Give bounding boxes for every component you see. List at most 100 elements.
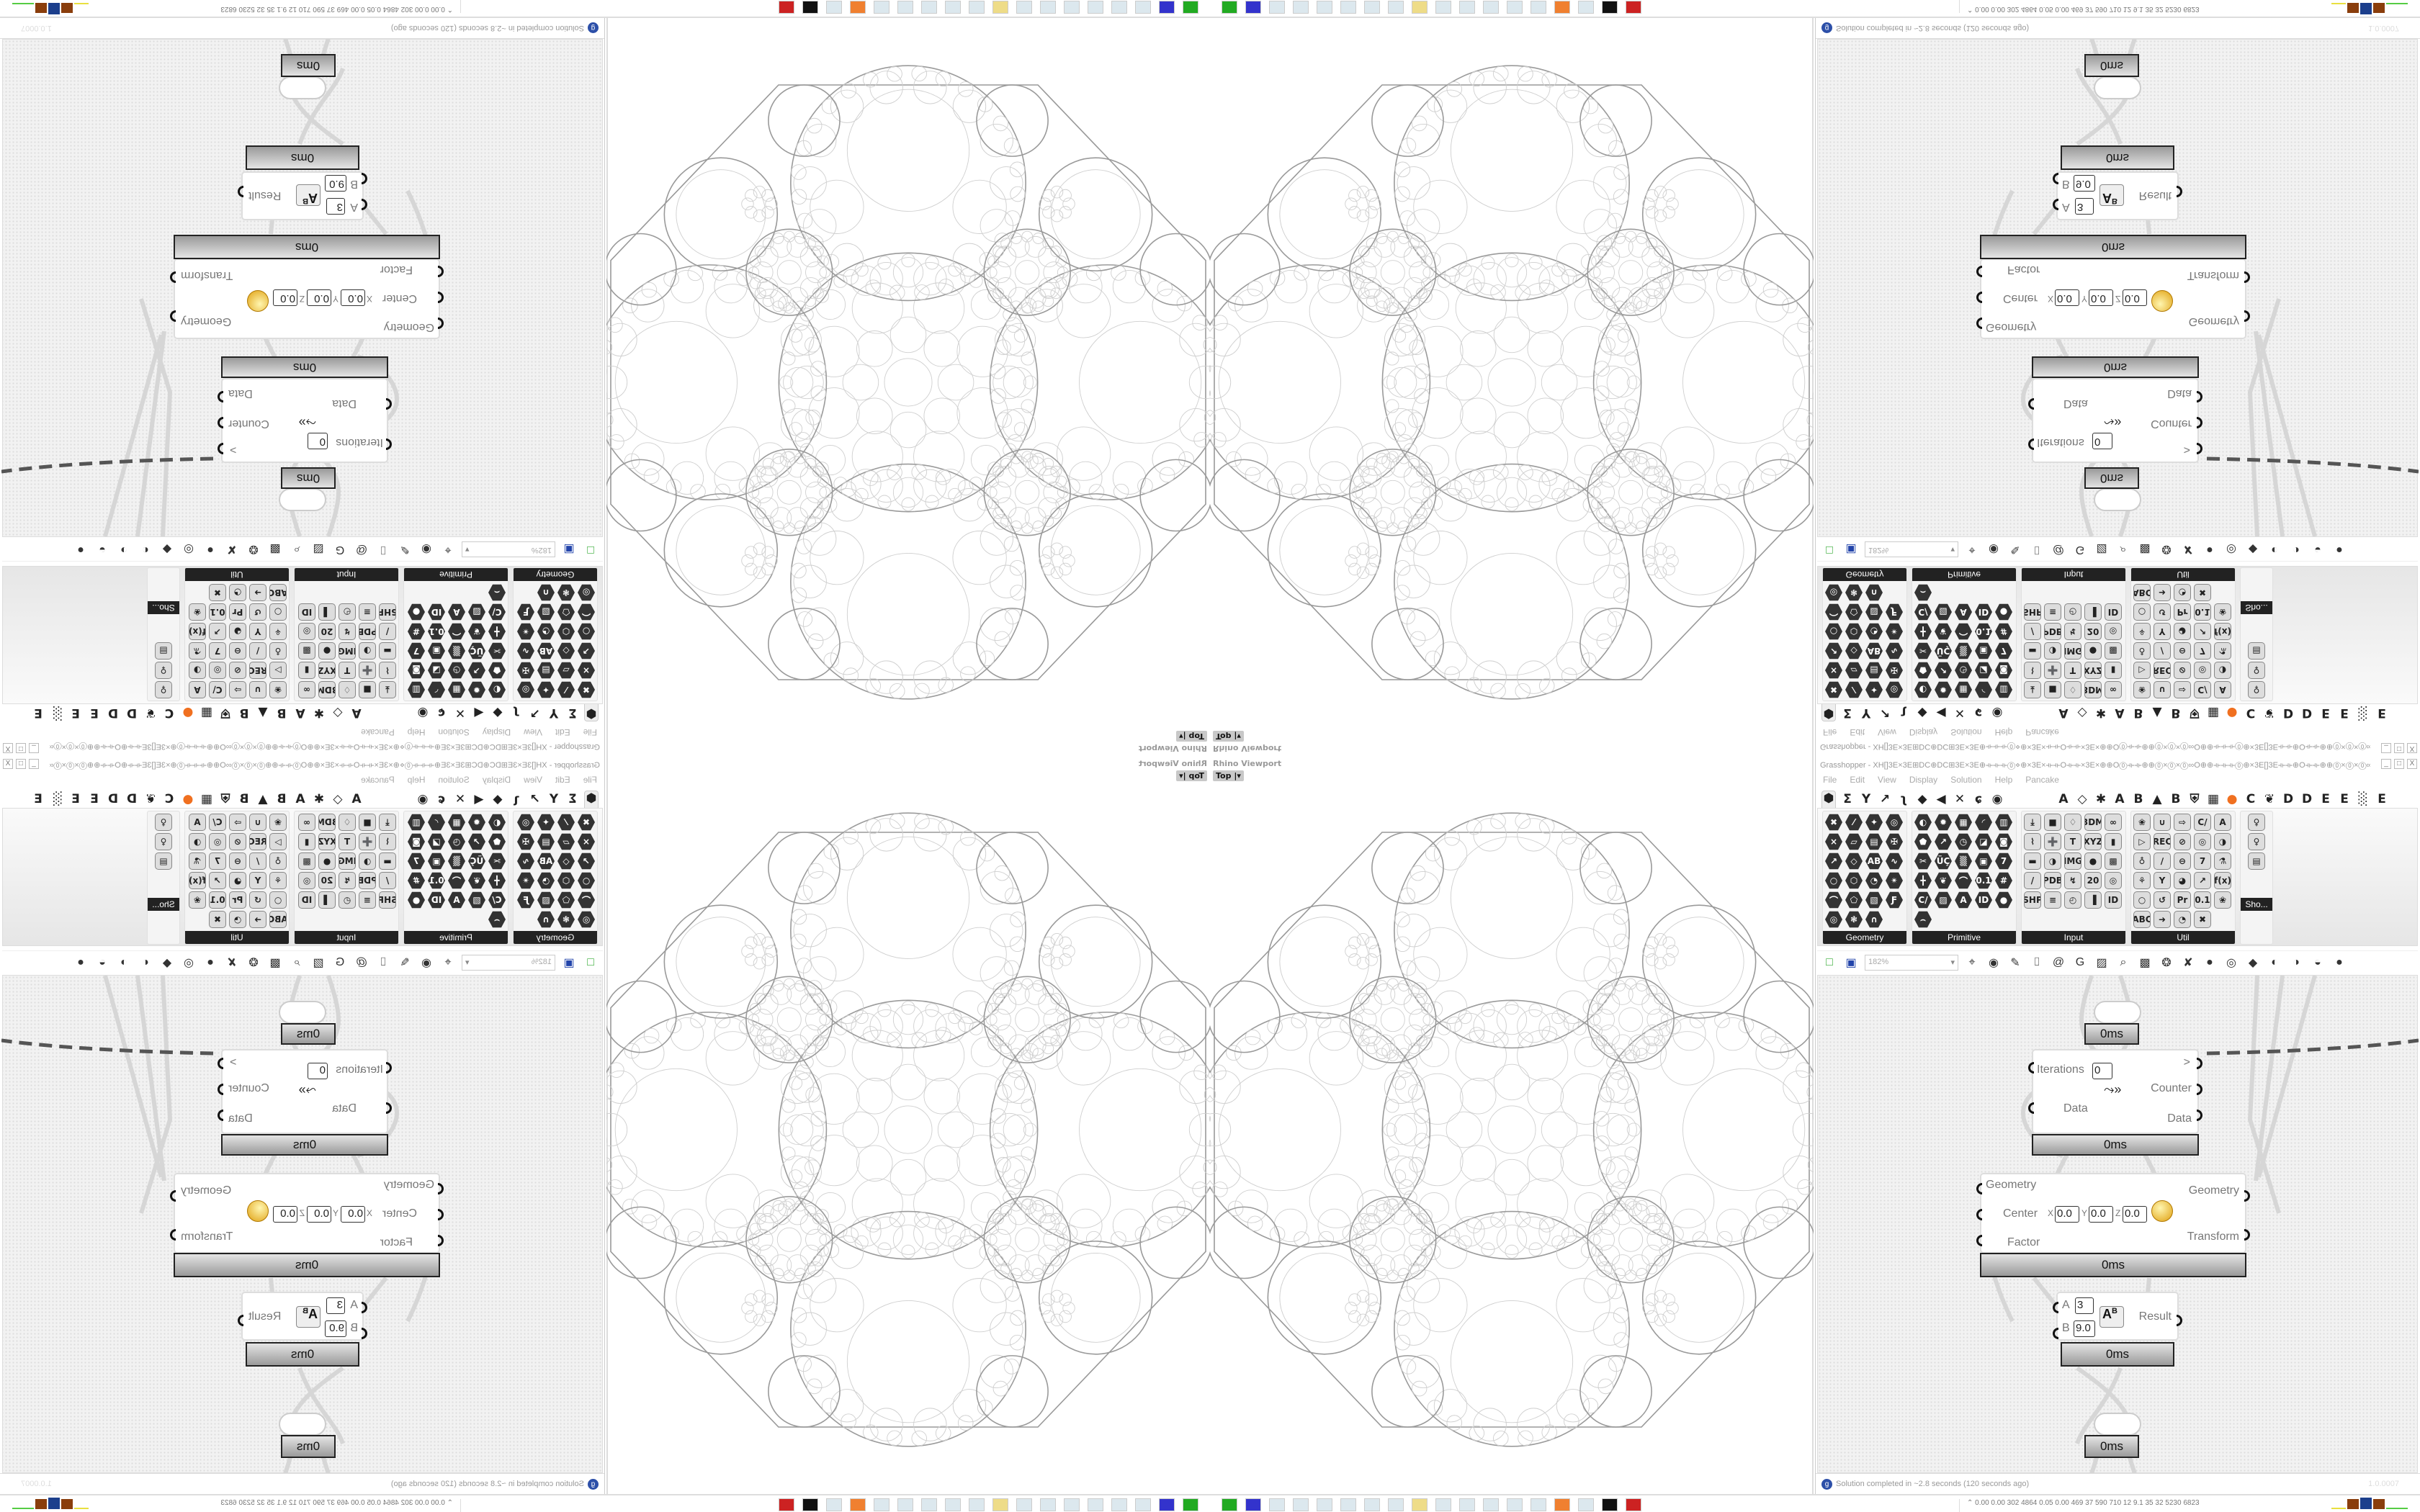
power-component[interactable]: A 3 B 9.0 AB Result bbox=[2053, 1292, 2182, 1341]
zoom-extents-icon[interactable]: ⌖ bbox=[1968, 955, 1976, 968]
iterations-input[interactable]: 0 bbox=[308, 1063, 328, 1079]
maximize-button[interactable]: □ bbox=[2394, 759, 2404, 769]
component-icon[interactable]: ∞ bbox=[298, 681, 315, 698]
component-icon[interactable]: ∞ bbox=[298, 814, 315, 831]
component-icon[interactable]: ▦ bbox=[448, 814, 465, 831]
component-icon[interactable]: ✂ bbox=[1914, 642, 1932, 660]
component-icon[interactable]: ♀ bbox=[2248, 833, 2265, 850]
dna-icon[interactable]: ✘ bbox=[227, 543, 237, 556]
component-icon[interactable]: Pr bbox=[229, 603, 246, 621]
component-icon[interactable]: ▐ bbox=[318, 603, 336, 621]
component-icon[interactable]: ❀ bbox=[2133, 681, 2151, 698]
bulb-icon[interactable]: ❂ bbox=[2161, 956, 2172, 969]
component-icon[interactable]: ◔ bbox=[1865, 623, 1883, 640]
component-icon[interactable]: ➕ bbox=[2044, 662, 2061, 679]
component-icon[interactable]: ⌒ bbox=[578, 891, 595, 909]
menu-edit[interactable]: Edit bbox=[555, 775, 570, 785]
iterations-input[interactable]: 0 bbox=[2092, 433, 2112, 449]
component-icon[interactable]: Y bbox=[2154, 872, 2171, 889]
component-icon[interactable]: ◑ bbox=[359, 642, 376, 660]
component-icon[interactable]: ▥ bbox=[1995, 681, 2012, 698]
component-icon[interactable]: ⌒ bbox=[448, 872, 465, 889]
component-icon[interactable]: ◪ bbox=[1975, 662, 1992, 679]
gpu-icon[interactable] bbox=[1183, 1498, 1198, 1511]
center-z-input[interactable]: 0.0 bbox=[2123, 1206, 2147, 1223]
component-icon[interactable]: ■ bbox=[2044, 814, 2061, 831]
component-icon[interactable]: ▬ bbox=[379, 852, 396, 870]
component-icon[interactable]: ▦ bbox=[1955, 814, 1972, 831]
component-icon[interactable]: ↗ bbox=[1935, 833, 1952, 850]
component-icon[interactable]: 7 bbox=[2194, 642, 2211, 660]
component-icon[interactable]: C/ bbox=[488, 891, 506, 909]
notepad-icon[interactable] bbox=[1388, 1, 1404, 14]
tab-e2[interactable]: E bbox=[2340, 792, 2349, 806]
component-icon[interactable]: ➕ bbox=[359, 833, 376, 850]
component-icon[interactable]: ⬠ bbox=[557, 603, 575, 621]
menu-edit[interactable]: Edit bbox=[1850, 727, 1865, 737]
component-icon[interactable]: ↗ bbox=[209, 623, 226, 640]
component-icon[interactable]: × bbox=[578, 833, 595, 850]
param-capsule[interactable] bbox=[279, 1001, 326, 1024]
monitor-icon[interactable] bbox=[1340, 1498, 1356, 1511]
component-icon[interactable]: × bbox=[578, 662, 595, 679]
component-icon[interactable]: ID bbox=[1975, 603, 1992, 621]
component-icon[interactable]: ◎ bbox=[209, 662, 226, 679]
component-icon[interactable]: × bbox=[1825, 662, 1842, 679]
dna-icon[interactable]: ✘ bbox=[2183, 956, 2193, 969]
component-icon[interactable]: ▒ bbox=[448, 852, 465, 870]
component-icon[interactable]: ◔ bbox=[229, 911, 246, 928]
zoom-level-field[interactable]: 182% bbox=[462, 541, 555, 558]
view-dropdown[interactable]: Top |▾ bbox=[1213, 770, 1244, 781]
display-tab[interactable]: ◉ bbox=[1991, 706, 2003, 720]
component-icon[interactable]: C/ bbox=[209, 681, 226, 698]
floppy-64-icon[interactable] bbox=[1245, 1, 1261, 14]
component-icon[interactable]: ⌒ bbox=[578, 603, 595, 621]
menu-pancake[interactable]: Pancake bbox=[361, 727, 395, 737]
a-input[interactable]: 3 bbox=[326, 1297, 345, 1314]
curve-tab[interactable]: ʅ bbox=[1899, 706, 1908, 720]
gear-tab[interactable]: ✱ bbox=[2095, 792, 2107, 806]
component-icon[interactable]: ⌢ bbox=[1914, 911, 1932, 928]
tab-b[interactable]: B bbox=[2133, 706, 2143, 720]
component-icon[interactable]: ▥ bbox=[1995, 814, 2012, 831]
component-icon[interactable]: ❦ bbox=[468, 623, 485, 640]
component-icon[interactable]: ✠ bbox=[517, 833, 534, 850]
wire-icon[interactable]: ◎ bbox=[184, 543, 194, 556]
component-icon[interactable]: ❀ bbox=[2133, 814, 2151, 831]
center-y-input[interactable]: 0.0 bbox=[2089, 289, 2113, 306]
params-tab[interactable]: ⬢ bbox=[1821, 791, 1836, 808]
ribbon-group-label[interactable]: Geometry bbox=[1823, 931, 1906, 944]
sphere-gray-icon[interactable]: ● bbox=[207, 544, 214, 557]
tab-d[interactable]: D bbox=[2282, 792, 2294, 806]
component-icon[interactable]: ◎ bbox=[2194, 662, 2211, 679]
scale-component[interactable]: Geometry Center X 0.0 Y 0.0 Z 0.0 Factor… bbox=[1976, 1173, 2250, 1254]
component-icon[interactable]: C/ bbox=[1914, 603, 1932, 621]
tab-d2[interactable]: D bbox=[2301, 792, 2313, 806]
component-icon[interactable]: ⬟ bbox=[488, 833, 506, 850]
component-icon[interactable]: ⌢ bbox=[1914, 584, 1932, 601]
component-icon[interactable]: ∕ bbox=[249, 642, 266, 660]
component-icon[interactable]: AB bbox=[1865, 852, 1883, 870]
vector-tab[interactable]: ↗ bbox=[529, 706, 541, 720]
ribbon-group-label[interactable]: Util bbox=[2131, 931, 2235, 944]
b-input[interactable]: 9.0 bbox=[325, 1320, 346, 1337]
component-icon[interactable]: ○ bbox=[269, 891, 287, 909]
firefox-icon[interactable] bbox=[850, 1498, 866, 1511]
component-icon[interactable]: ✹ bbox=[1935, 681, 1952, 698]
loop-component[interactable]: Iterations 0 > ⤳» Counter Data Data bbox=[218, 1049, 392, 1134]
component-icon[interactable]: ◕ bbox=[229, 872, 246, 889]
component-icon[interactable]: ❀ bbox=[189, 603, 206, 621]
ribbon-group-label[interactable]: Input bbox=[295, 568, 398, 581]
crystal-tab[interactable]: ◇ bbox=[2077, 706, 2087, 720]
loop-component[interactable]: Iterations 0 > ⤳» Counter Data Data bbox=[2028, 1049, 2202, 1134]
tab-e2[interactable]: E bbox=[2340, 706, 2349, 720]
floppy-64-icon[interactable] bbox=[1159, 1498, 1175, 1511]
wolf-icon[interactable] bbox=[802, 1, 818, 14]
notepad-icon[interactable] bbox=[1269, 1, 1285, 14]
component-icon[interactable]: ⌒ bbox=[1955, 872, 1972, 889]
component-icon[interactable]: XYZ bbox=[318, 833, 336, 850]
component-icon[interactable]: ◙ bbox=[408, 833, 425, 850]
notepad-icon[interactable] bbox=[1531, 1, 1546, 14]
component-icon[interactable]: ÜÇ bbox=[1935, 852, 1952, 870]
notepad-icon[interactable] bbox=[945, 1, 961, 14]
